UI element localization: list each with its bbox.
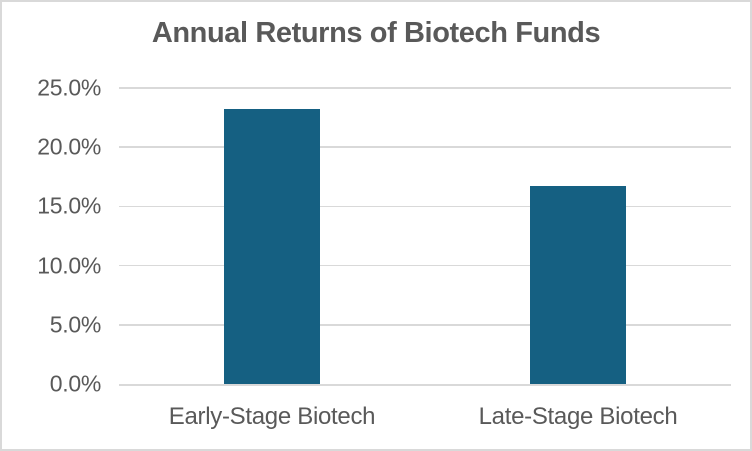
gridline-10-0 (119, 264, 731, 267)
y-tick-label: 25.0% (37, 74, 101, 101)
y-tick-label: 10.0% (37, 252, 101, 279)
y-tick-label: 5.0% (49, 311, 102, 338)
gridline-25-0 (119, 87, 731, 89)
category-label-late-stage-biotech: Late-Stage Biotech (478, 403, 678, 430)
gridline-20-0 (119, 146, 731, 148)
plot-area (119, 87, 731, 386)
bar-late-stage-biotech (530, 186, 626, 384)
gridline-5-0 (119, 324, 731, 326)
y-tick-label: 20.0% (37, 133, 101, 160)
bar-early-stage-biotech (224, 109, 320, 384)
y-tick-label: 15.0% (37, 192, 101, 219)
y-tick-label: 0.0% (49, 370, 102, 397)
chart-title: Annual Returns of Biotech Funds (151, 17, 601, 49)
gridline-15-0 (119, 205, 731, 208)
category-label-early-stage-biotech: Early-Stage Biotech (168, 403, 376, 430)
